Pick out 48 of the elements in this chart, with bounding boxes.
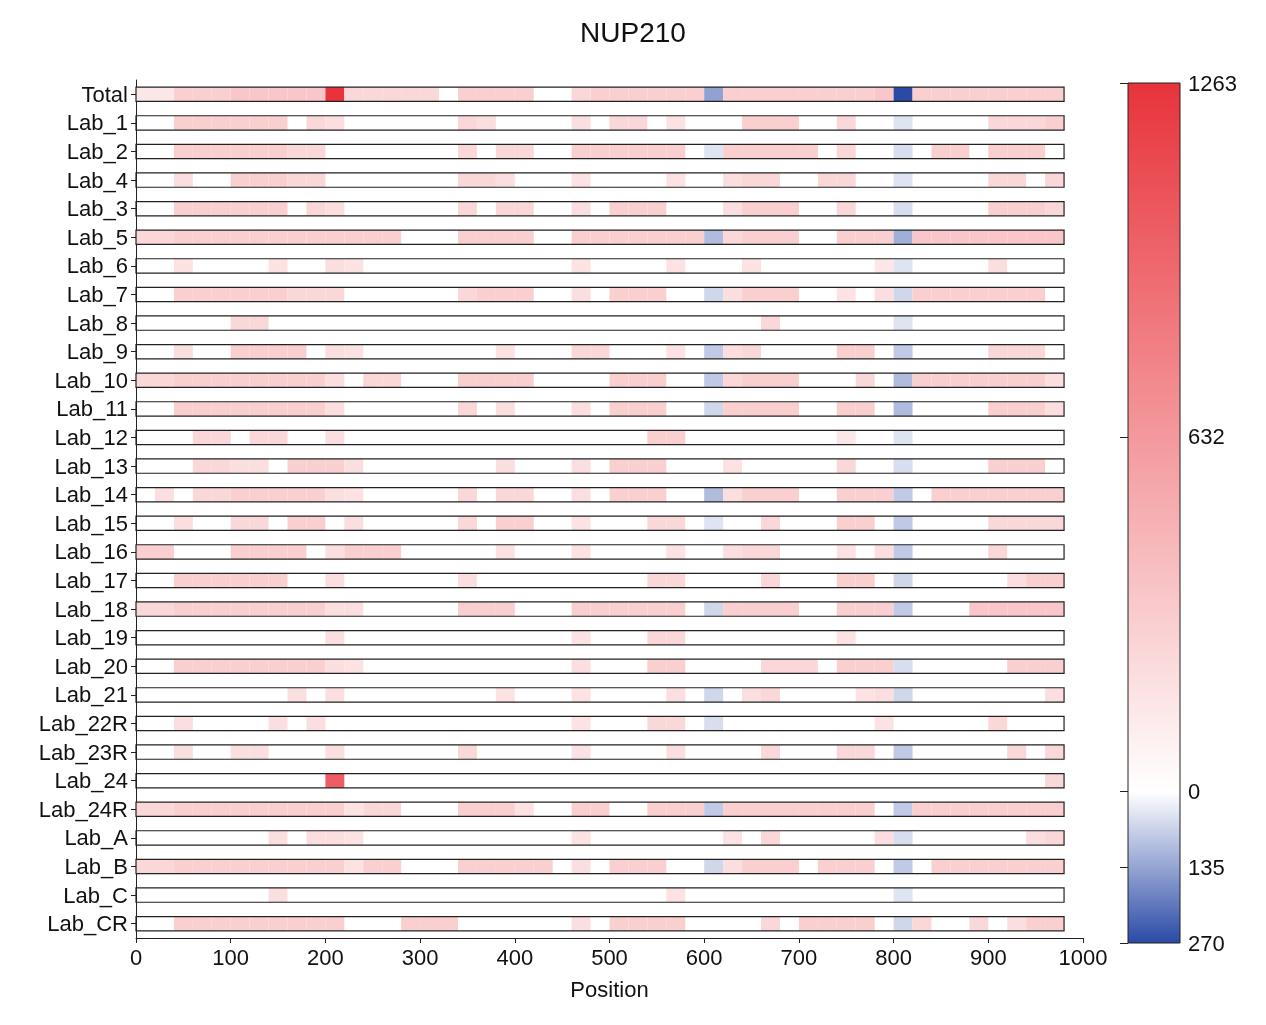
y-tick-label: Lab_7 [66,282,128,307]
y-tick-label: Lab_B [64,854,128,879]
y-tick-label: Lab_3 [66,196,128,222]
x-tick-label: 800 [875,944,912,970]
y-tick-label: Lab_17 [54,568,128,593]
y-tick-label: Lab_19 [54,625,128,651]
chart-title: NUP210 [580,16,686,48]
y-tick-label: Lab_24 [54,768,128,794]
color-bar-label: 0 [1188,779,1201,805]
y-tick-label: Lab_6 [66,253,128,279]
x-tick-label: 900 [969,944,1007,970]
y-tick-label: Lab_2 [66,139,128,164]
x-tick-label: 500 [591,944,628,970]
color-bar-label: 1263 [1188,70,1237,96]
x-axis-title: Position [570,976,649,1002]
y-tick-label: Lab_12 [54,425,128,450]
y-tick-label: Lab_A [64,825,129,851]
x-tick-label: 300 [401,944,439,970]
y-tick-label: Lab_C [63,882,129,908]
x-tick-label: 700 [780,944,818,970]
x-tick-label: 400 [496,944,534,970]
x-tick-label: 1000 [1058,944,1108,970]
y-tick-label: Lab_5 [66,224,128,250]
y-tick-label: Lab_8 [66,310,128,336]
y-tick-label: Lab_15 [54,510,128,536]
y-tick-label: Lab_18 [54,596,128,622]
y-tick-label: Lab_1 [66,110,128,136]
y-tick-label: Lab_10 [54,367,128,393]
y-tick-label: Lab_13 [54,453,128,479]
x-tick-label: 600 [685,944,723,970]
y-tick-label: Lab_20 [54,653,128,679]
x-tick-label: 100 [212,944,250,970]
y-tick-label: Lab_CR [47,911,128,937]
y-tick-label: Total [81,81,128,107]
y-tick-label: Lab_14 [54,482,128,508]
y-tick-label: Lab_22R [38,711,128,736]
y-tick-label: Lab_21 [54,682,128,708]
y-tick-label: Lab_11 [56,396,128,422]
x-tick-label: 0 [129,944,143,970]
color-bar-label: 632 [1188,424,1225,450]
y-tick-label: Lab_4 [66,167,128,193]
color-bar-label: 270 [1188,930,1225,956]
y-tick-label: Lab_9 [66,339,128,365]
y-tick-label: Lab_16 [54,539,128,565]
x-tick-label: 200 [307,944,344,970]
color-bar-label: 135 [1188,854,1225,880]
y-tick-label: Lab_24R [38,796,128,822]
y-tick-label: Lab_23R [38,739,128,765]
